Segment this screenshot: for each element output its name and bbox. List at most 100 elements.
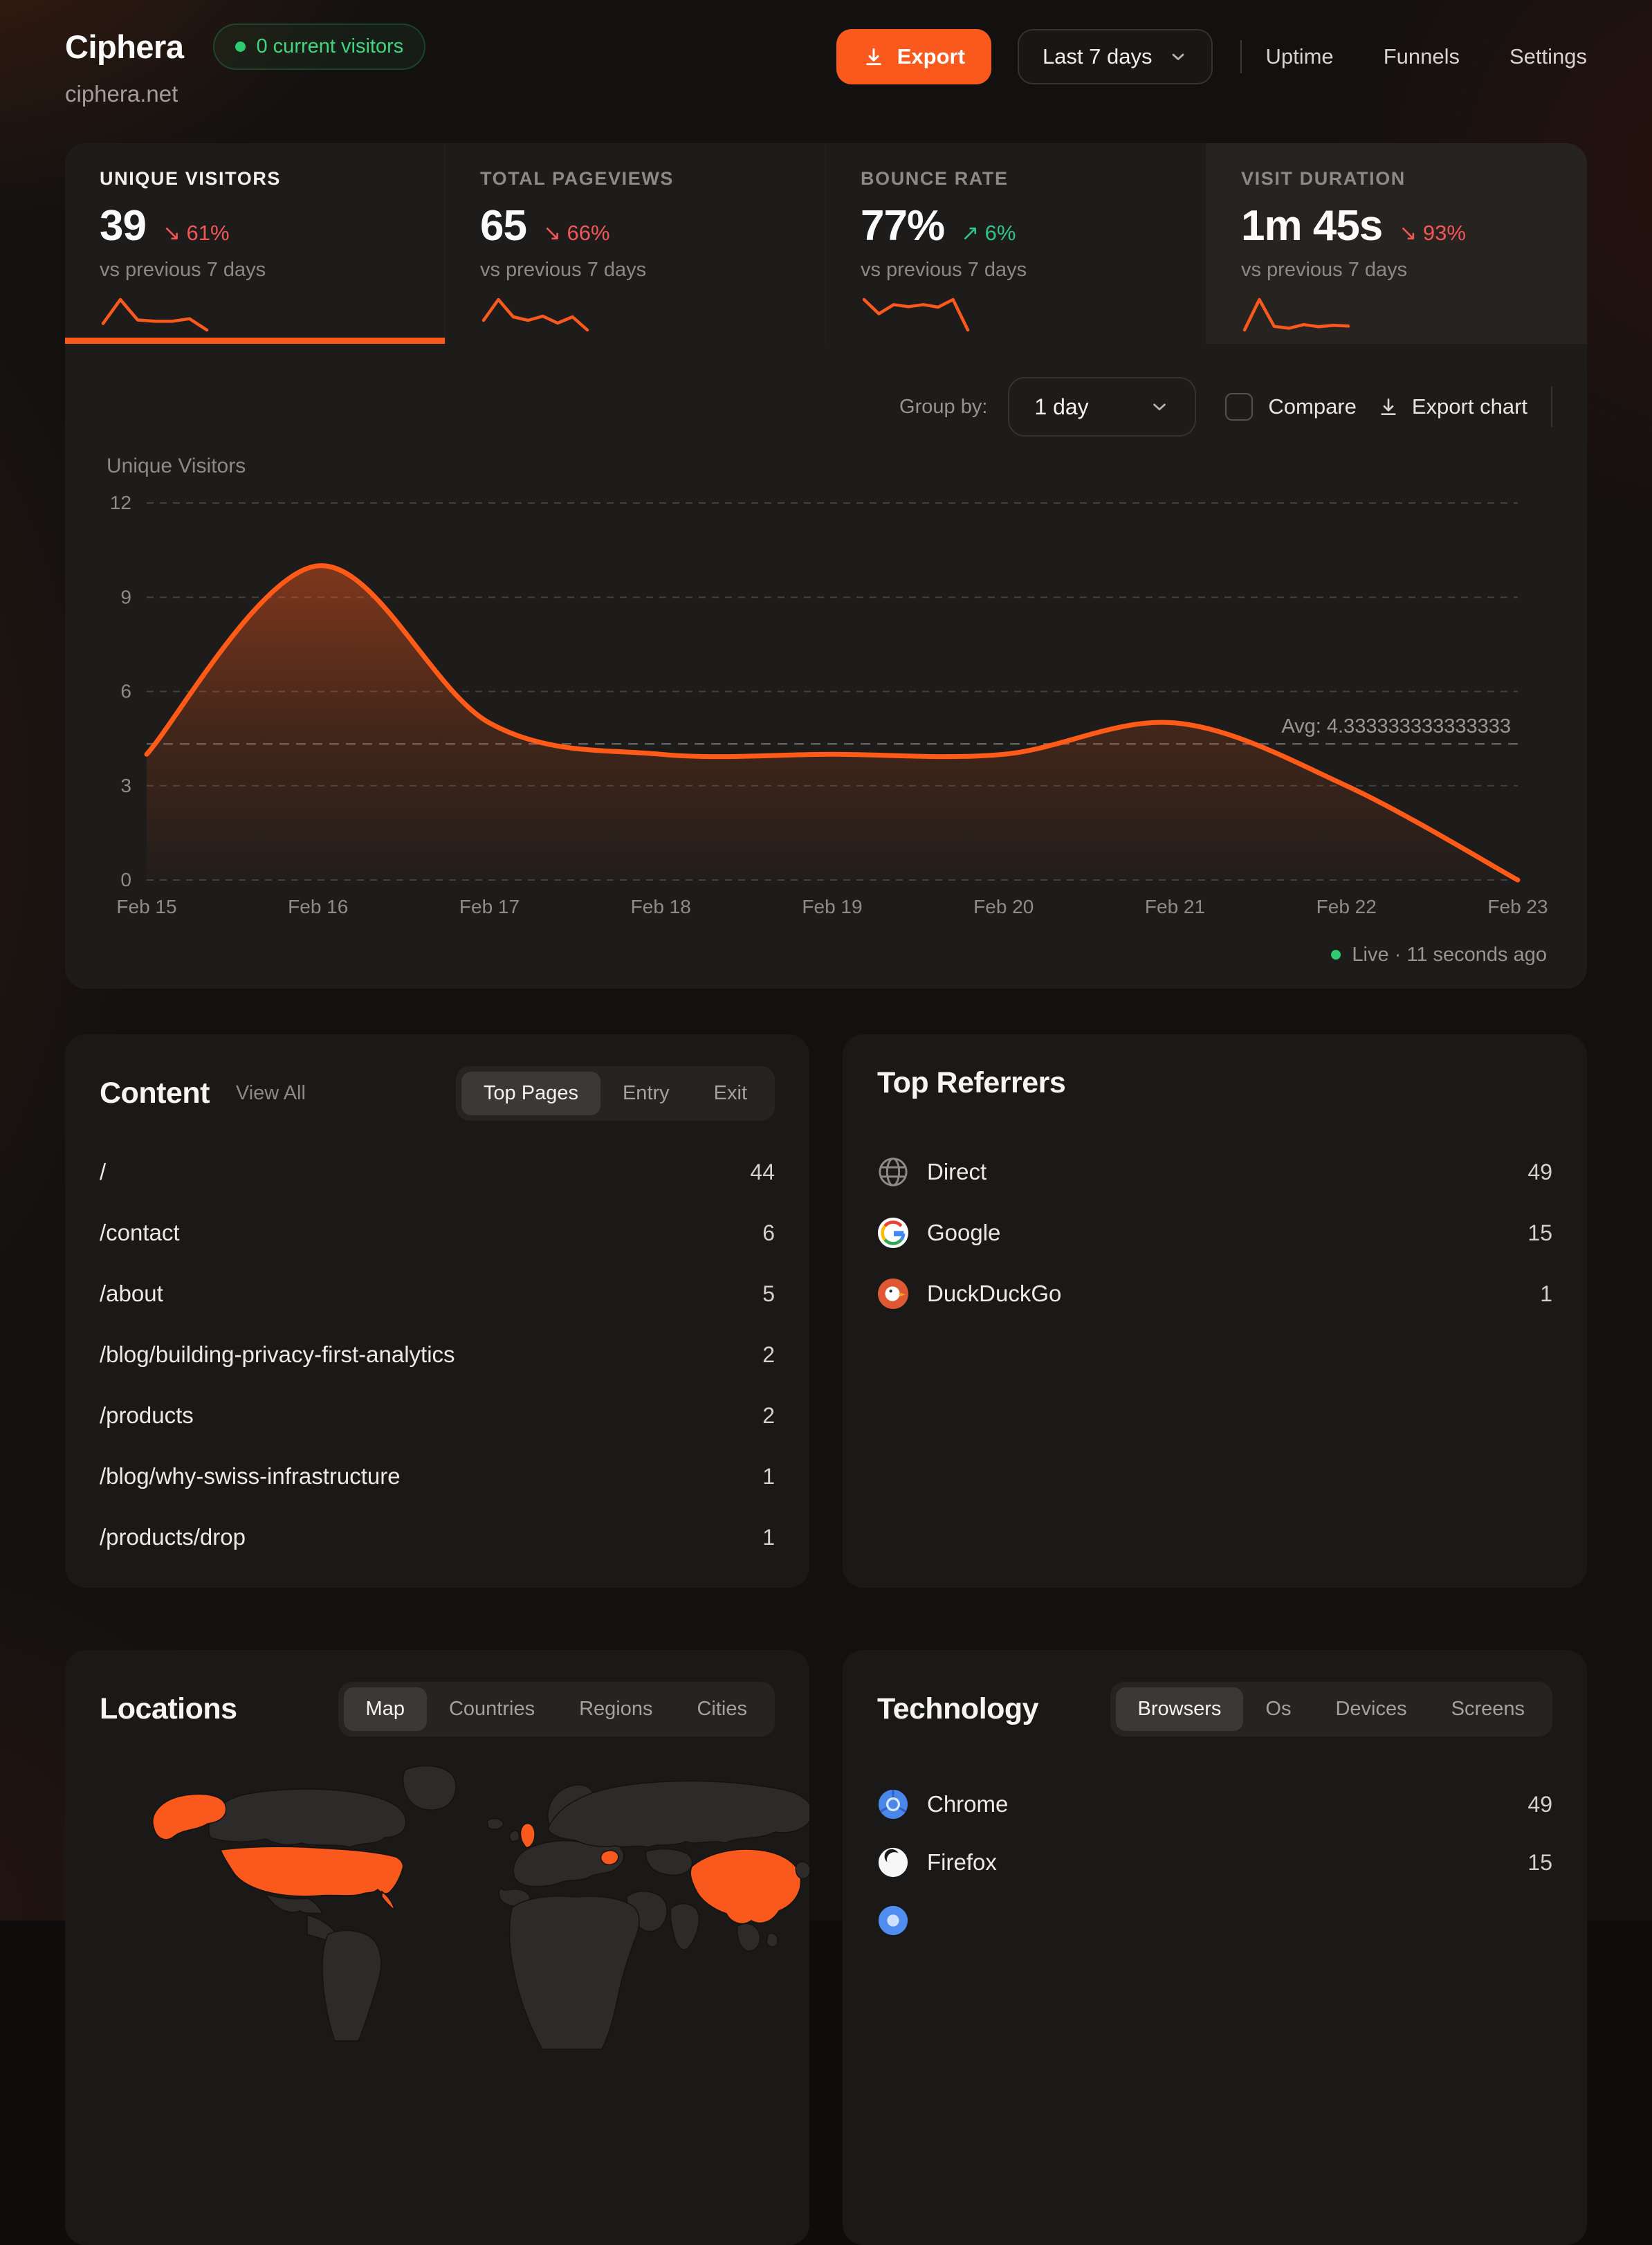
locations-tab-map[interactable]: Map (343, 1687, 427, 1731)
technology-row[interactable]: Chrome 49 (877, 1775, 1552, 1833)
referrer-name: Direct (927, 1159, 987, 1184)
locations-tab-regions[interactable]: Regions (579, 1698, 653, 1720)
technology-row[interactable]: Firefox 15 (877, 1833, 1552, 1891)
content-row[interactable]: /products 2 (100, 1385, 775, 1446)
locations-tab-cities[interactable]: Cities (697, 1698, 747, 1720)
live-status: Live · 11 seconds ago (100, 939, 1552, 971)
technology-tab-os[interactable]: Os (1265, 1698, 1292, 1720)
content-row[interactable]: /contact 6 (100, 1202, 775, 1263)
export-chart-label: Export chart (1411, 394, 1527, 419)
locations-tab-countries[interactable]: Countries (448, 1698, 535, 1720)
stat-unique-visitors[interactable]: UNIQUE VISITORS 39 ↘ 61% vs previous 7 d… (65, 143, 446, 344)
unique-visitors-area-chart[interactable]: 0 3 6 9 12 Avg: 4.333333333333333 Feb 15 Feb 16… (100, 482, 1552, 939)
map-region-canada[interactable] (208, 1788, 407, 1848)
stat-visit-duration[interactable]: VISIT DURATION 1m 45s ↘ 93% vs previous … (1206, 143, 1587, 344)
technology-row-partial[interactable] (877, 1891, 1552, 1950)
export-button[interactable]: Export (836, 29, 991, 84)
count-value: 15 (1527, 1849, 1552, 1875)
map-region-russia[interactable] (547, 1780, 809, 1848)
svg-text:Avg: 4.333333333333333: Avg: 4.333333333333333 (1281, 715, 1511, 737)
stat-label: TOTAL PAGEVIEWS (480, 168, 674, 189)
count-value: 1 (762, 1524, 775, 1550)
map-region-china[interactable] (690, 1849, 802, 1925)
world-map[interactable] (100, 1761, 809, 2059)
stat-value: 65 (480, 202, 527, 250)
sparkline-chart (101, 297, 209, 332)
svg-text:Feb 18: Feb 18 (631, 896, 691, 917)
map-region-romania[interactable] (600, 1850, 619, 1866)
page-path: /blog/why-swiss-infrastructure (100, 1463, 401, 1489)
export-chart-button[interactable]: Export chart (1377, 394, 1527, 419)
map-region-iceland[interactable] (486, 1817, 504, 1830)
stat-bounce-rate[interactable]: BOUNCE RATE 77% ↗ 6% vs previous 7 days (826, 143, 1206, 344)
count-value: 1 (762, 1463, 775, 1489)
map-region-greenland[interactable] (402, 1765, 457, 1811)
content-row[interactable]: /blog/building-privacy-first-analytics 2 (100, 1324, 775, 1385)
sparkline-chart (862, 297, 970, 332)
content-tab-entry[interactable]: Entry (622, 1082, 670, 1104)
content-row[interactable]: /about 5 (100, 1263, 775, 1324)
content-tab-exit[interactable]: Exit (713, 1082, 747, 1104)
page-path: /about (100, 1281, 163, 1306)
sparkline-chart (481, 297, 589, 332)
technology-card: Technology Browsers Os Devices Screens Chro… (843, 1650, 1587, 2245)
map-region-united-states[interactable] (219, 1846, 404, 1911)
referrer-row[interactable]: Direct 49 (877, 1142, 1552, 1202)
chrome-icon (877, 1788, 909, 1820)
header-divider (1240, 40, 1242, 73)
technology-rows: Chrome 49 Firefox 15 (877, 1775, 1552, 1950)
compare-toggle[interactable]: Compare (1225, 393, 1357, 421)
date-range-value: Last 7 days (1042, 44, 1153, 68)
svg-text:3: 3 (120, 775, 131, 796)
map-region-japan[interactable] (795, 1861, 809, 1879)
map-region-africa[interactable] (508, 1896, 640, 2050)
chart-controls: Group by: 1 day Compare Export chart (100, 377, 1552, 437)
content-tab-top-pages[interactable]: Top Pages (461, 1072, 600, 1115)
compare-checkbox[interactable] (1225, 393, 1254, 421)
google-icon (877, 1217, 909, 1249)
count-value: 49 (1527, 1159, 1552, 1184)
group-by-label: Group by: (899, 395, 988, 418)
nav-uptime[interactable]: Uptime (1265, 44, 1334, 68)
stat-value: 39 (100, 202, 147, 250)
content-row[interactable]: / 44 (100, 1142, 775, 1202)
map-region-mexico[interactable] (264, 1893, 324, 1914)
content-row[interactable]: /products/drop 1 (100, 1507, 775, 1568)
map-region-europe[interactable] (513, 1840, 625, 1887)
map-region-ireland[interactable] (508, 1830, 520, 1842)
referrer-row[interactable]: DuckDuckGo 1 (877, 1263, 1552, 1324)
count-value: 49 (1527, 1791, 1552, 1817)
content-card: Content View All Top Pages Entry Exit /44/… (65, 1034, 809, 1588)
nav-settings[interactable]: Settings (1509, 44, 1587, 68)
content-tabs: Top Pages Entry Exit (455, 1066, 775, 1121)
svg-text:12: 12 (110, 492, 131, 513)
map-region-southeast-asia[interactable] (736, 1923, 761, 1952)
browser-name: Chrome (927, 1791, 1009, 1817)
technology-tab-browsers[interactable]: Browsers (1115, 1687, 1244, 1731)
map-region-india[interactable] (670, 1903, 700, 1950)
live-dot-icon (1331, 950, 1341, 960)
stat-total-pageviews[interactable]: TOTAL PAGEVIEWS 65 ↘ 66% vs previous 7 d… (446, 143, 826, 344)
map-region-central-asia[interactable] (645, 1848, 693, 1876)
svg-text:Feb 15: Feb 15 (116, 896, 176, 917)
page-path: /contact (100, 1220, 180, 1245)
map-region-united-kingdom[interactable] (520, 1822, 535, 1849)
count-value: 2 (762, 1341, 775, 1367)
nav-funnels[interactable]: Funnels (1383, 44, 1460, 68)
stat-compare-label: vs previous 7 days (480, 259, 647, 281)
technology-tab-devices[interactable]: Devices (1335, 1698, 1407, 1720)
view-all-link[interactable]: View All (235, 1082, 306, 1104)
content-row[interactable]: /blog/why-swiss-infrastructure 1 (100, 1446, 775, 1507)
header-controls: Export Last 7 days Uptime Funnels Settin… (836, 29, 1587, 84)
map-region-south-america[interactable] (322, 1930, 382, 2042)
referrer-row[interactable]: Google 15 (877, 1202, 1552, 1263)
technology-tab-screens[interactable]: Screens (1451, 1698, 1525, 1720)
current-visitors-badge: 0 current visitors (212, 24, 426, 70)
map-region-indochina[interactable] (766, 1933, 779, 1948)
technology-title: Technology (877, 1692, 1039, 1725)
date-range-select[interactable]: Last 7 days (1017, 29, 1213, 84)
svg-text:0: 0 (120, 869, 131, 890)
content-title: Content (100, 1076, 210, 1110)
group-by-select[interactable]: 1 day (1008, 377, 1197, 437)
map-region-alaska[interactable] (152, 1793, 227, 1840)
